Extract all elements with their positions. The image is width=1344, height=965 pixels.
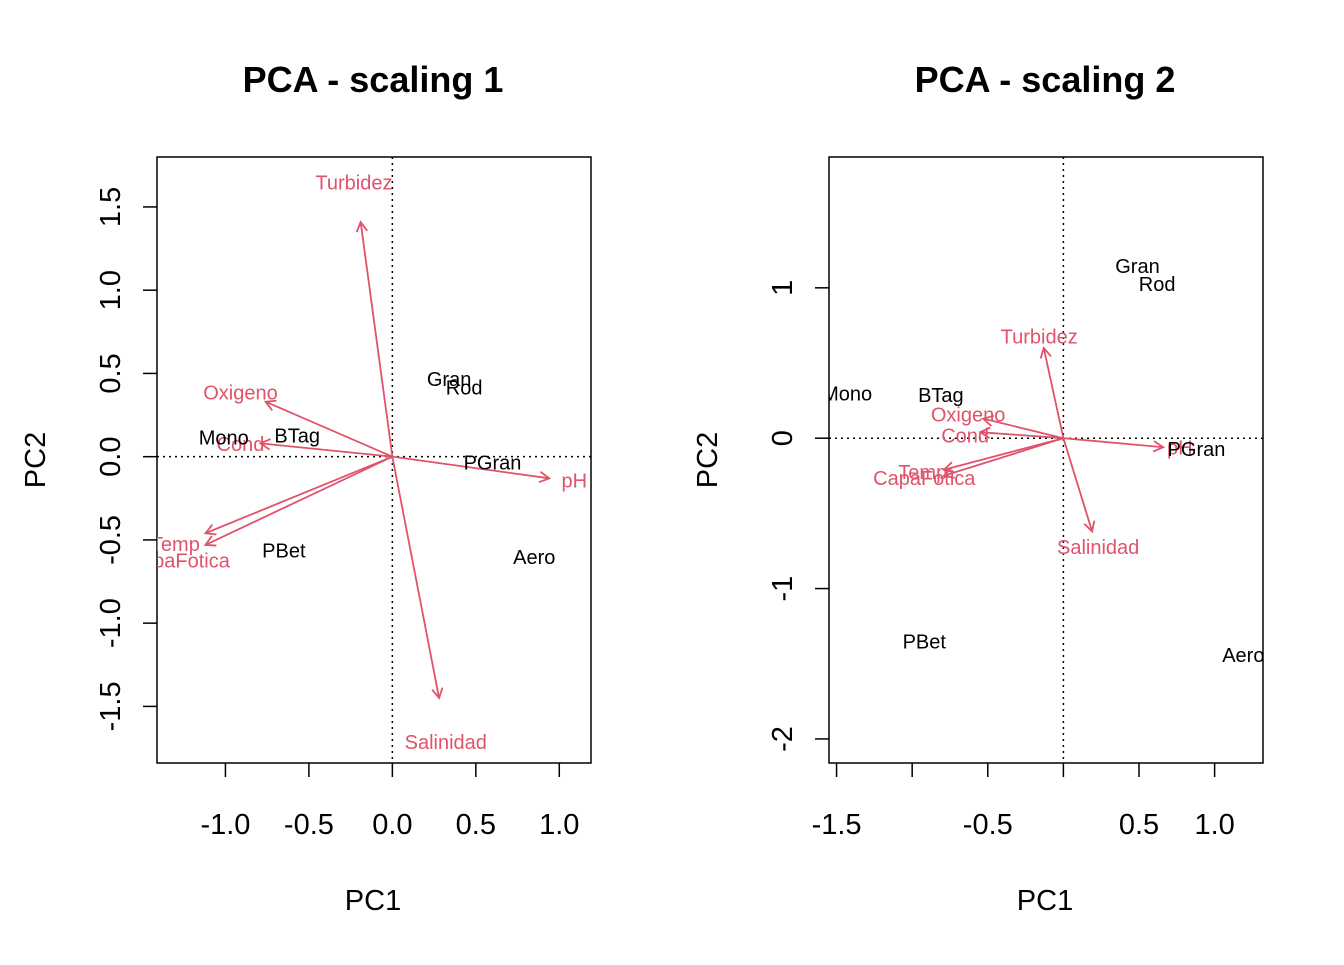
variable-arrow <box>1063 437 1164 449</box>
site-label: Gran <box>1115 256 1159 278</box>
x-tick-label: -0.5 <box>284 809 334 841</box>
chart-panel-2: PCA - scaling 2 -1.5 -0.5 0.5 1.0 -2 -1 0 1 PC1 PC… <box>692 59 1264 917</box>
y-axis-title: PC2 <box>20 432 52 488</box>
variable-arrow <box>205 455 393 546</box>
variable-label: Salinidad <box>405 732 487 754</box>
site-label: Aero <box>513 547 555 569</box>
variable-arrow <box>980 431 1064 440</box>
x-axis-title: PC1 <box>345 885 401 917</box>
site-label: PGran <box>1168 439 1226 461</box>
site-label: Aero <box>1222 645 1264 667</box>
variable-label: Turbidez <box>1001 326 1078 348</box>
site-label: Mono <box>822 384 872 406</box>
site-label: PBet <box>262 541 306 563</box>
x-tick-label: 0.5 <box>456 809 496 841</box>
variable-arrowhead <box>431 687 444 700</box>
variable-arrow <box>392 455 550 480</box>
y-tick-label: 1 <box>767 280 799 296</box>
variable-arrow <box>943 437 1064 471</box>
y-tick-label: -2 <box>767 726 799 752</box>
variable-label: Oxigeno <box>931 405 1006 427</box>
site-label: Rod <box>1139 274 1176 296</box>
variable-label: Oxigeno <box>203 382 278 404</box>
variable-label: Cond <box>941 426 989 448</box>
variable-arrow <box>265 400 393 458</box>
variable-arrowhead <box>981 414 995 427</box>
x-tick-label: 1.0 <box>1194 809 1234 841</box>
variable-arrowhead <box>1039 346 1052 359</box>
site-label: Rod <box>446 377 483 399</box>
variable-arrowhead <box>203 535 217 547</box>
x-axis-title: PC1 <box>1017 885 1073 917</box>
variable-arrowhead <box>258 438 271 451</box>
variable-label: Temp <box>898 462 947 484</box>
variable-arrow <box>359 221 394 457</box>
variable-label: Salinidad <box>1057 537 1139 559</box>
y-tick-label: -1.0 <box>95 598 127 648</box>
chart-title: PCA - scaling 2 <box>915 59 1176 100</box>
x-tick-label: -0.5 <box>963 809 1013 841</box>
x-tick-label: -1.5 <box>812 809 862 841</box>
y-tick-label: -1.5 <box>95 681 127 731</box>
y-tick-label: 0.0 <box>95 437 127 477</box>
plot-frame <box>828 156 1264 764</box>
variable-arrow <box>983 417 1064 440</box>
variable-arrow <box>1062 437 1093 532</box>
x-tick-label: 0.5 <box>1119 809 1159 841</box>
y-axis-title: PC2 <box>692 432 724 488</box>
variable-arrow <box>1042 347 1065 439</box>
x-tick-label: 1.0 <box>539 809 579 841</box>
variable-arrowhead <box>203 524 217 536</box>
y-tick-label: 1.0 <box>95 270 127 310</box>
site-label: PGran <box>464 452 522 474</box>
variable-label: CapaFotica <box>873 468 976 490</box>
variable-arrowhead <box>1152 440 1166 453</box>
y-tick-label: 0 <box>767 430 799 446</box>
variable-arrowhead <box>978 426 991 439</box>
variable-arrowhead <box>1083 520 1096 534</box>
x-tick-label: -1.0 <box>200 809 250 841</box>
variable-arrowhead <box>355 220 368 233</box>
chart-panel-1: PCA - scaling 1 -1.0 -0.5 0.0 0.5 1.0 -1.5 -1.0… <box>20 59 592 917</box>
variable-label: Cond <box>217 434 265 456</box>
variable-arrow <box>943 437 1064 477</box>
variable-label: CapaFotica <box>128 551 231 573</box>
variable-arrowhead <box>263 399 277 411</box>
variable-arrowhead <box>942 467 955 479</box>
variable-arrowhead <box>942 461 955 474</box>
y-tick-label: 1.5 <box>95 187 127 227</box>
variable-arrowhead <box>538 471 552 484</box>
site-label: Gran <box>427 369 471 391</box>
y-tick-label: -0.5 <box>95 515 127 565</box>
site-label: Mono <box>199 427 249 449</box>
site-label: BTag <box>918 385 964 407</box>
variable-label: pH <box>1167 438 1193 460</box>
variable-label: Turbidez <box>315 173 392 195</box>
plot-frame <box>156 156 592 764</box>
x-tick-label: 0.0 <box>372 809 412 841</box>
site-label: BTag <box>274 426 320 448</box>
variable-arrow <box>205 455 393 535</box>
variable-arrow <box>260 442 393 458</box>
y-tick-label: 0.5 <box>95 353 127 393</box>
variable-arrow <box>391 456 440 699</box>
y-tick-label: -1 <box>767 576 799 602</box>
variable-label: Temp <box>151 534 200 556</box>
chart-title: PCA - scaling 1 <box>243 59 504 100</box>
variable-label: pH <box>562 471 588 493</box>
site-label: PBet <box>903 632 947 654</box>
